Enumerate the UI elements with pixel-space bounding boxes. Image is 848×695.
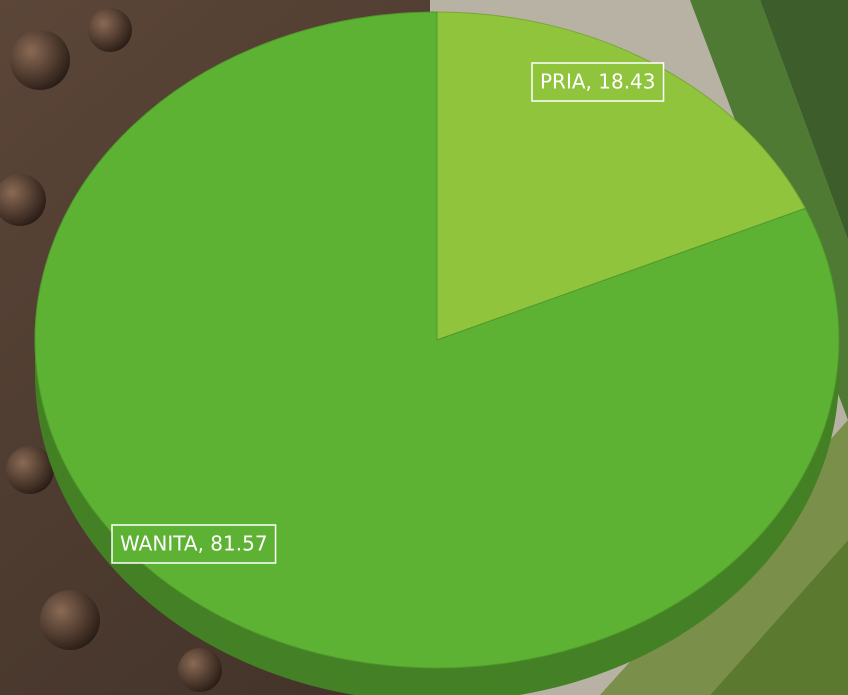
label-text: WANITA, 81.57 <box>120 532 268 556</box>
pie: PRIA, 18.43 WANITA, 81.57 <box>34 11 840 695</box>
label-text: PRIA, 18.43 <box>540 70 656 94</box>
slice <box>34 11 840 669</box>
label-box <box>531 62 665 102</box>
data-label: PRIA, 18.43 <box>531 62 665 102</box>
data-label: WANITA, 81.57 <box>111 524 277 564</box>
label-box <box>111 524 277 564</box>
